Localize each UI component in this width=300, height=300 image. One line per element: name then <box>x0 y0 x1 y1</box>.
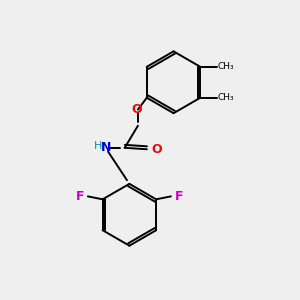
Text: O: O <box>152 143 162 156</box>
Text: H: H <box>94 141 102 151</box>
Text: N: N <box>101 141 111 154</box>
Text: O: O <box>131 103 142 116</box>
Text: F: F <box>76 190 84 203</box>
Text: F: F <box>174 190 183 203</box>
Text: CH₃: CH₃ <box>218 93 235 102</box>
Text: CH₃: CH₃ <box>218 62 235 71</box>
